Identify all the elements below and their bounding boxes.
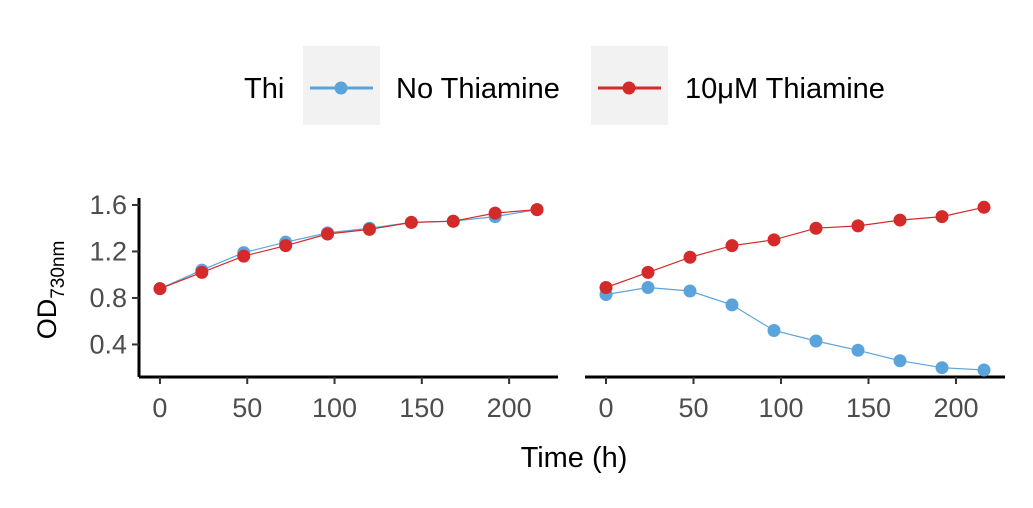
data-point (641, 281, 655, 294)
data-point (725, 239, 739, 253)
data-point (362, 222, 376, 236)
x-tick-label: 100 (312, 393, 357, 423)
y-axis-title: OD730nm (32, 241, 69, 340)
data-point (195, 265, 209, 279)
legend-marker-10um-thiamine (622, 81, 636, 95)
data-point (935, 361, 949, 375)
legend-label-10um-thiamine: 10μM Thiamine (685, 73, 885, 105)
x-tick-label: 150 (846, 393, 891, 423)
data-point (279, 239, 293, 253)
data-point (767, 233, 781, 247)
y-tick-label: 1.6 (89, 190, 127, 220)
data-point (977, 200, 991, 214)
series-line (605, 286, 985, 371)
series-line (159, 209, 538, 290)
data-point (725, 298, 739, 312)
x-tick-label: 100 (758, 393, 803, 423)
x-tick-label: 200 (933, 393, 978, 423)
data-point (935, 210, 949, 224)
series-line (605, 206, 985, 289)
x-tick-label: 0 (598, 393, 613, 423)
x-tick-label: 50 (678, 393, 708, 423)
data-point (683, 284, 697, 298)
data-point (851, 343, 865, 357)
data-point (446, 214, 460, 228)
panel-right: 0 50 100 150 200 (585, 200, 1005, 423)
y-tick-label: 0.8 (89, 283, 127, 313)
data-point (977, 363, 991, 377)
data-point (641, 265, 655, 279)
panel-left: 0 50 100 150 200 0.4 0.8 1.2 1.6 (89, 190, 558, 423)
data-point (599, 281, 613, 294)
legend-label-no-thiamine: No Thiamine (396, 73, 560, 105)
data-point (404, 215, 418, 229)
data-point (153, 282, 167, 296)
x-tick-label: 50 (232, 393, 262, 423)
data-point (851, 219, 865, 233)
legend-title: Thi (244, 73, 284, 105)
legend: Thi No Thiamine 10μM Thiamine (244, 46, 885, 125)
data-point (488, 206, 502, 220)
data-point (683, 250, 697, 264)
data-point (321, 227, 335, 241)
y-axis-title-subscript: 730nm (48, 241, 69, 299)
x-tick-label: 150 (399, 393, 444, 423)
data-point (809, 221, 823, 235)
data-point (767, 324, 781, 338)
data-point (237, 249, 251, 263)
data-point (809, 334, 823, 348)
data-point (893, 354, 907, 368)
series-line (159, 209, 538, 290)
y-tick-label: 0.4 (89, 329, 127, 359)
x-tick-label: 0 (152, 393, 167, 423)
x-axis-title: Time (h) (521, 442, 628, 474)
data-point (893, 213, 907, 227)
legend-marker-no-thiamine (334, 81, 348, 95)
y-axis-title-main: OD (32, 299, 62, 340)
data-point (530, 203, 544, 217)
y-tick-label: 1.2 (89, 236, 127, 266)
x-tick-label: 200 (487, 393, 532, 423)
